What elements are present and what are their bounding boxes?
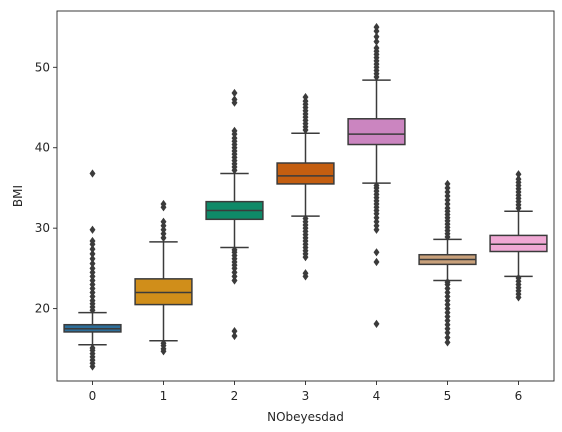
plot-area: [63, 22, 548, 371]
x-tick-label: 1: [160, 389, 168, 403]
outlier-point: [231, 245, 238, 255]
outlier-point: [373, 43, 380, 53]
outlier-point: [444, 179, 451, 189]
y-tick-label: 20: [35, 302, 50, 316]
box-iqr: [347, 118, 406, 146]
outlier-point: [89, 264, 96, 273]
outlier-point: [231, 126, 238, 135]
x-tick-label: 2: [231, 389, 239, 403]
x-axis-label: NObeyesdad: [267, 410, 344, 424]
box-group-6: [489, 170, 548, 302]
outlier-point: [89, 236, 96, 246]
outlier-point: [89, 169, 96, 178]
outlier-point: [160, 339, 167, 348]
box-group-3: [276, 92, 335, 281]
y-axis: 20 30 40 50: [35, 60, 57, 316]
outlier-point: [302, 214, 309, 223]
box-group-2: [205, 88, 264, 341]
outlier-point: [89, 244, 96, 254]
outlier-point: [89, 343, 96, 353]
outlier-point: [89, 254, 96, 263]
x-tick-label: 6: [515, 389, 523, 403]
outlier-point: [373, 248, 380, 257]
y-axis-label: BMI: [11, 185, 25, 207]
x-tick-label: 4: [373, 389, 381, 403]
outlier-point: [231, 327, 238, 336]
outlier-point: [515, 273, 522, 283]
outlier-point: [373, 319, 380, 329]
outlier-point: [515, 170, 522, 179]
y-tick-label: 40: [35, 141, 50, 155]
box-group-4: [347, 22, 406, 329]
x-tick-label: 5: [444, 389, 452, 403]
x-tick-label: 3: [302, 389, 310, 403]
y-tick-label: 30: [35, 221, 50, 235]
outlier-point: [373, 181, 380, 190]
outlier-point: [444, 277, 451, 287]
outlier-point: [444, 338, 451, 347]
outlier-point: [231, 95, 238, 104]
box-iqr: [489, 234, 548, 253]
outlier-point: [160, 217, 167, 226]
box-iqr: [134, 278, 193, 306]
outlier-point: [89, 225, 96, 234]
x-axis: 0 1 2 3 4 5 6: [89, 381, 523, 403]
outlier-point: [89, 259, 96, 268]
box-group-0: [63, 169, 122, 371]
outlier-point: [515, 174, 522, 184]
box-group-5: [418, 179, 477, 347]
outlier-point: [231, 331, 238, 341]
outlier-point: [160, 199, 167, 209]
outlier-point: [89, 249, 96, 259]
box-group-1: [134, 199, 193, 356]
y-tick-label: 50: [35, 60, 50, 74]
outlier-point: [373, 22, 380, 32]
outlier-point: [231, 88, 238, 98]
outlier-point: [302, 269, 309, 278]
box-iqr: [276, 162, 335, 185]
outlier-point: [444, 333, 451, 342]
outlier-point: [373, 257, 380, 267]
x-tick-label: 0: [89, 389, 97, 403]
outlier-point: [302, 92, 309, 102]
outlier-point: [373, 37, 380, 46]
outlier-point: [373, 32, 380, 41]
